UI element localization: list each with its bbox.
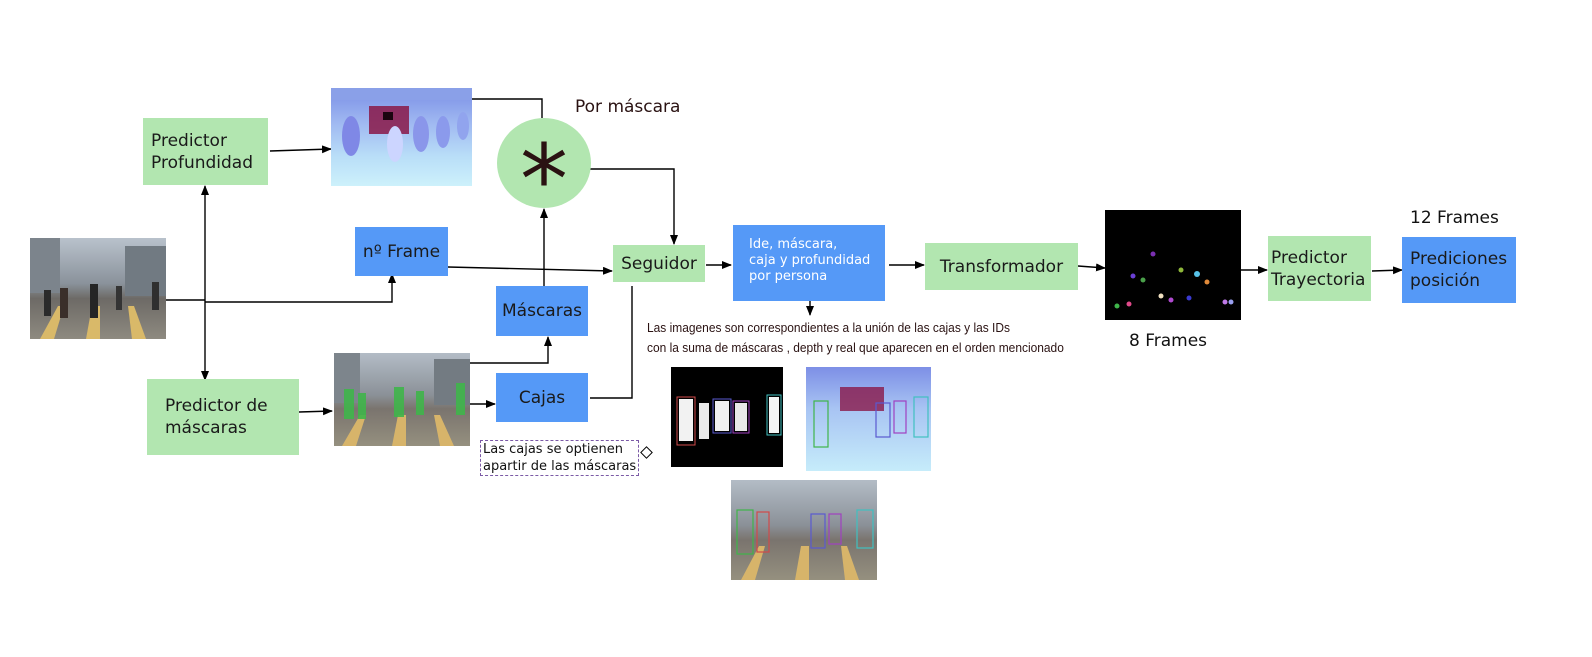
masks-label: Máscaras [502, 301, 582, 321]
trajectory-points-image [1114, 251, 1234, 309]
eight-frames-label: 8 Frames [1129, 331, 1208, 351]
trajectory-predictor-label: Predictor Trayectoria [1271, 247, 1366, 290]
result-depth-image [806, 367, 931, 471]
masks-box: Máscaras [496, 286, 588, 336]
frame-number-box: nº Frame [355, 227, 448, 276]
transformer-box: Transformador [925, 243, 1078, 290]
union-note: Las imagenes son correspondientes a la u… [647, 320, 1064, 355]
depth-predictor-to-depth-map-arrow [269, 145, 332, 154]
street-scene-photo [30, 238, 166, 339]
tracker-box: Seguidor [613, 245, 705, 282]
boxes-label: Cajas [518, 387, 566, 408]
real-with-boxes-image [736, 509, 874, 580]
depth-map-image-art [331, 88, 472, 162]
segmentation-image [334, 353, 470, 446]
frame-number-label: nº Frame [362, 241, 441, 262]
frame-number-to-tracker-arrow [447, 266, 613, 275]
operator-symbol: * [520, 124, 568, 236]
por-mascara-label: Por máscara [575, 97, 681, 117]
per-person-label: Ide, máscara, caja y profundidad por per… [749, 237, 871, 284]
depth-predictor-box: Predictor Profundidad [143, 118, 268, 185]
depth-map-to-operator-line [472, 98, 543, 118]
input-frame-image [30, 238, 166, 339]
masks-with-boxes-image [676, 394, 782, 446]
segmentation-mask-image [334, 353, 470, 446]
bus-to-frame-number-arrow [205, 273, 396, 303]
trajectory-predictor-box: Predictor Trayectoria [1268, 236, 1371, 301]
tracker-label: Seguidor [621, 253, 697, 274]
twelve-frames-label: 12 Frames [1410, 208, 1499, 228]
mask-predictor-label: Predictor de máscaras [165, 396, 268, 438]
trajectories-image [1105, 210, 1241, 320]
depth-predictor-label: Predictor Profundidad [151, 130, 254, 173]
boxes-to-tracker-line [590, 286, 633, 399]
transformer-to-trajectories-arrow [1077, 263, 1106, 272]
segmentation-to-masks-arrow [470, 336, 552, 364]
operator-to-tracker-arrow [590, 168, 678, 245]
per-person-box: Ide, máscara, caja y profundidad por per… [733, 225, 885, 301]
depth-with-boxes-image [813, 387, 929, 448]
depth-map-image [331, 88, 472, 186]
result-real-image [731, 480, 877, 580]
transformer-label: Transformador [939, 256, 1064, 277]
boxes-box: Cajas [496, 373, 588, 422]
operator-circle: * [497, 118, 591, 228]
result-masks-image [671, 367, 783, 467]
trajectory-predictor-to-predictions-arrow [1371, 266, 1403, 275]
mask-predictor-box: Predictor de máscaras [147, 379, 299, 455]
mask-predictor-to-segmentation-arrow [298, 407, 333, 416]
position-predictions-label: Prediciones posición [1410, 249, 1508, 291]
position-predictions-box: Prediciones posición [1402, 237, 1516, 303]
boxes-note: Las cajas se optienen apartir de las más… [480, 440, 640, 476]
